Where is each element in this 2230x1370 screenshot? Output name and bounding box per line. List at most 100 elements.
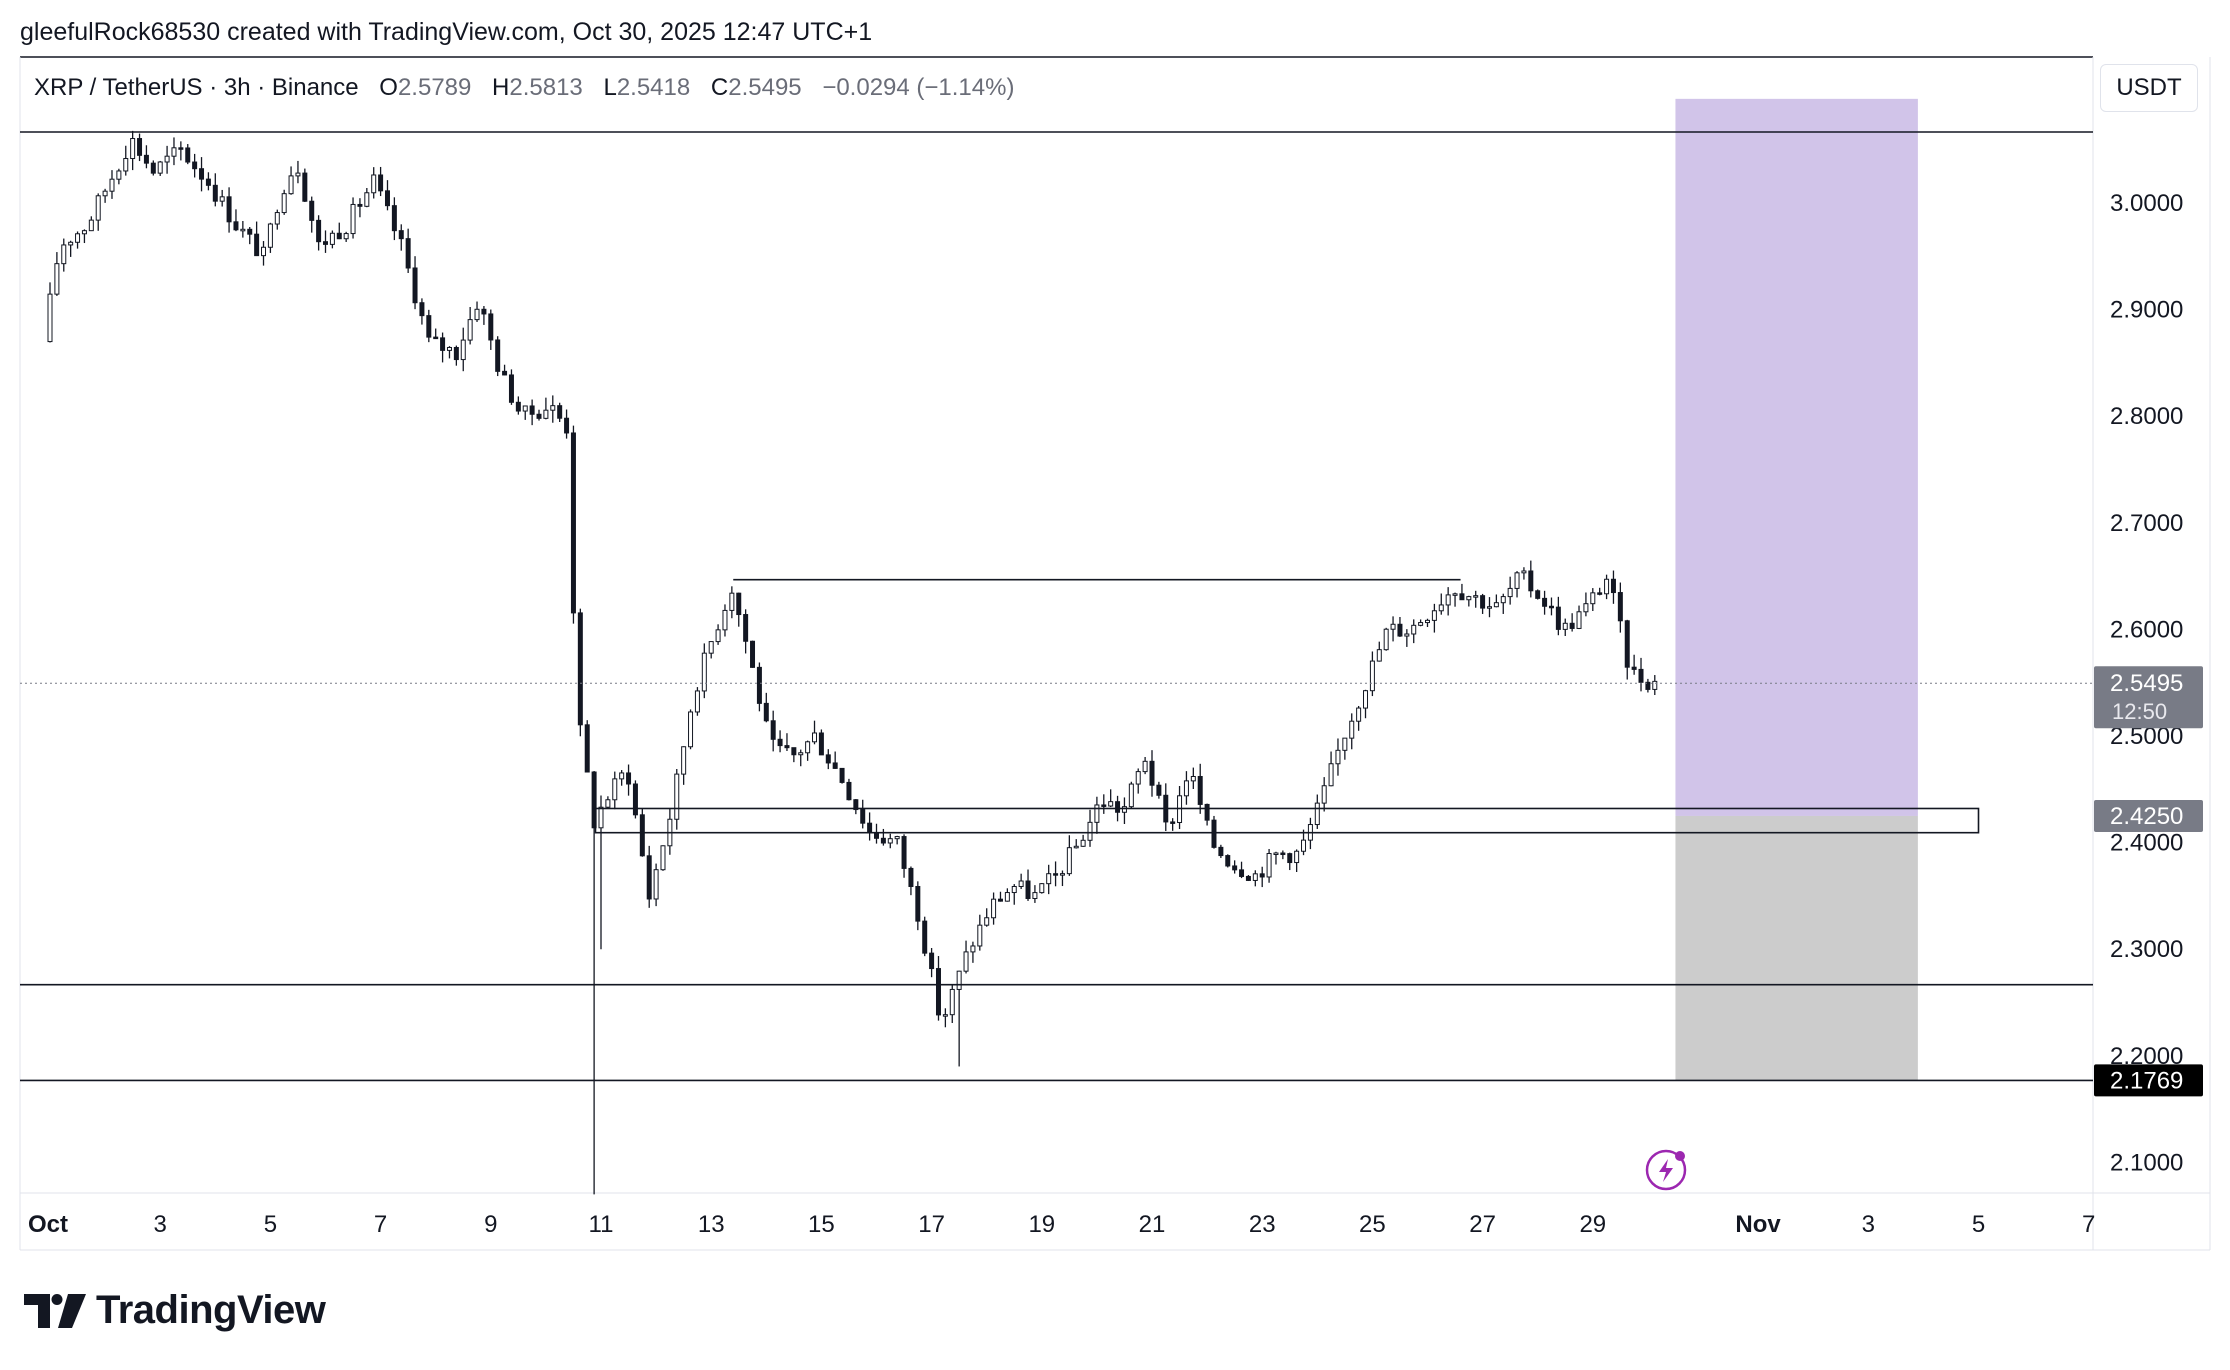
open-value: 2.5789 xyxy=(397,74,472,101)
candle-body xyxy=(61,244,67,265)
candle-body xyxy=(1411,624,1417,635)
candle-body xyxy=(977,924,983,947)
candle-body xyxy=(150,162,156,174)
candle xyxy=(302,168,308,202)
price-tick-label: 3.0000 xyxy=(2110,190,2183,217)
candle-body xyxy=(1438,604,1444,612)
candle-body xyxy=(226,196,232,223)
candle-body xyxy=(639,814,645,857)
candle xyxy=(915,881,921,931)
candle-body xyxy=(1115,801,1121,813)
candle xyxy=(1624,619,1630,680)
candle xyxy=(453,345,459,366)
candle xyxy=(991,892,997,925)
position-stop-zone[interactable] xyxy=(1675,815,1918,1081)
candle-body xyxy=(1232,865,1238,871)
lightning-icon[interactable] xyxy=(1645,1149,1687,1191)
candle-body xyxy=(997,898,1003,902)
candle xyxy=(1094,796,1100,834)
candle xyxy=(1431,603,1437,633)
candle xyxy=(412,256,418,310)
entry-zone[interactable] xyxy=(594,807,1980,834)
position-target-zone[interactable] xyxy=(1675,98,1918,816)
candle-body xyxy=(192,161,198,170)
candle xyxy=(715,624,721,645)
candle xyxy=(1011,884,1017,905)
candle xyxy=(212,173,218,207)
candle xyxy=(1301,829,1307,856)
candle xyxy=(378,166,384,197)
candle xyxy=(150,160,156,176)
candle-body xyxy=(1225,855,1231,867)
candle-body xyxy=(1011,885,1017,894)
close-value: 2.5495 xyxy=(728,74,802,101)
price-tick-label: 2.9000 xyxy=(2110,297,2183,324)
candle xyxy=(1521,567,1527,580)
candle-body xyxy=(860,809,866,824)
candle-body xyxy=(1046,873,1052,885)
candle-body xyxy=(1280,852,1286,856)
candle-body xyxy=(1562,622,1568,630)
symbol-name[interactable]: XRP / TetherUS · 3h · Binance xyxy=(34,74,359,101)
candle-body xyxy=(123,158,129,172)
candle-body xyxy=(681,746,687,775)
candle-body xyxy=(984,917,990,926)
candle xyxy=(1321,777,1327,812)
candle xyxy=(770,710,776,752)
candle xyxy=(901,834,907,878)
candle-body xyxy=(598,806,604,829)
candle xyxy=(364,188,370,208)
candle xyxy=(1066,835,1072,876)
candle-body xyxy=(894,836,900,840)
candle xyxy=(350,197,356,239)
price-tick-label: 2.6000 xyxy=(2110,616,2183,643)
candle-body xyxy=(812,732,818,743)
currency-button[interactable]: USDT xyxy=(2100,64,2198,112)
candle xyxy=(1204,803,1210,826)
price-tick-label: 2.1000 xyxy=(2110,1149,2183,1176)
candle-body xyxy=(205,178,211,186)
candle xyxy=(564,409,570,439)
time-tick-label: 29 xyxy=(1579,1211,1606,1238)
candle-body xyxy=(371,174,377,194)
candle xyxy=(426,309,432,343)
candle xyxy=(1617,582,1623,633)
candle-body xyxy=(880,837,886,844)
candle-body xyxy=(1121,806,1127,813)
candle-body xyxy=(137,138,143,156)
candle-body xyxy=(316,219,322,243)
candle-countdown-label: 12:50 xyxy=(2112,699,2167,724)
candle xyxy=(481,306,487,325)
candle-body xyxy=(1287,853,1293,864)
candle xyxy=(226,187,232,233)
candle-body xyxy=(1094,804,1100,823)
candle-body xyxy=(1597,592,1603,595)
candle xyxy=(1294,849,1300,872)
candle xyxy=(839,767,845,784)
candle-body xyxy=(646,855,652,900)
candle xyxy=(1080,834,1086,847)
candle xyxy=(185,144,191,165)
header-credit: gleefulRock68530 created with TradingVie… xyxy=(20,18,873,46)
tradingview-logo-text: TradingView xyxy=(96,1288,326,1332)
time-tick-label: 25 xyxy=(1359,1211,1386,1238)
candle xyxy=(267,222,273,253)
candle xyxy=(391,197,397,241)
candle-body xyxy=(1349,720,1355,739)
time-tick-label: 11 xyxy=(589,1211,614,1238)
price-tick-label: 2.3000 xyxy=(2110,936,2183,963)
candle-body xyxy=(185,147,191,163)
candle xyxy=(929,948,935,978)
candle-body xyxy=(309,200,315,221)
candle xyxy=(1280,850,1286,860)
candle-body xyxy=(1039,883,1045,894)
candle-body xyxy=(1080,839,1086,847)
candle-body xyxy=(584,724,590,773)
candle xyxy=(1597,587,1603,596)
candle xyxy=(433,328,439,340)
candle-body xyxy=(729,592,735,611)
candle xyxy=(736,592,742,627)
candle-body xyxy=(1548,605,1554,609)
